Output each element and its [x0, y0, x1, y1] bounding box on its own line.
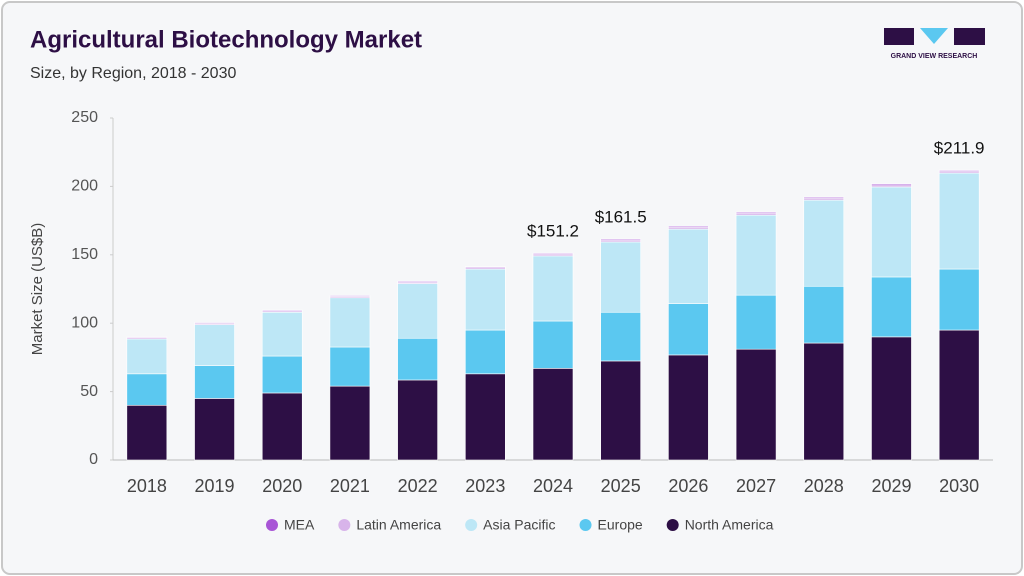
bar-segment: [397, 337, 438, 381]
x-tick-label: 2023: [465, 476, 505, 496]
bar-segment: [261, 311, 303, 357]
bar-segment: [126, 404, 168, 461]
bar-segment: [735, 212, 777, 216]
logo-text: GRAND VIEW RESEARCH: [891, 53, 978, 60]
legend-swatch: [465, 519, 478, 531]
bar-segment: [329, 346, 371, 387]
bar-segment: [803, 285, 845, 344]
bar-segment: [465, 266, 506, 268]
bar-segment: [126, 338, 168, 375]
bar-segment: [600, 238, 641, 241]
bar-segment: [668, 228, 709, 304]
bar-segment: [938, 268, 980, 331]
bar-segment: [465, 268, 506, 331]
logo-triangle: [920, 28, 948, 44]
bar-segment: [194, 365, 235, 399]
x-tick-label: 2022: [398, 476, 438, 496]
bar-segment: [329, 297, 371, 348]
logo-block: [954, 28, 985, 45]
y-tick-label: 50: [80, 383, 98, 400]
x-tick-label: 2027: [736, 476, 776, 496]
bar-segment: [194, 398, 235, 461]
y-tick-label: 250: [71, 109, 98, 126]
x-tick-label: 2020: [262, 476, 302, 496]
bar-segment: [397, 283, 438, 339]
y-tick-label: 150: [71, 246, 98, 263]
bar-segment: [803, 342, 845, 461]
bar-segment: [329, 295, 371, 297]
bar-segment: [261, 392, 303, 461]
y-axis-label: Market Size (US$B): [29, 223, 46, 356]
x-tick-label: 2018: [127, 476, 167, 496]
bar-segment: [126, 373, 168, 406]
chart-subtitle: Size, by Region, 2018 - 2030: [30, 65, 236, 82]
bar-segment: [532, 255, 574, 322]
x-tick-label: 2019: [195, 476, 235, 496]
logo: GRAND VIEW RESEARCH: [884, 28, 985, 60]
bar-segment: [938, 329, 980, 461]
legend-label: Latin America: [356, 517, 441, 533]
bar-segment: [871, 183, 912, 186]
bar-segment: [397, 280, 438, 283]
y-tick-label: 0: [89, 451, 98, 468]
bar-segment: [668, 303, 709, 356]
bar-segment: [126, 336, 168, 338]
bar-segment: [465, 373, 506, 461]
legend-label: Europe: [598, 517, 643, 533]
x-tick-label: 2024: [533, 476, 573, 496]
chart-title: Agricultural Biotechnology Market: [30, 26, 422, 53]
bar-segment: [871, 184, 912, 188]
bar-segment: [261, 355, 303, 394]
bar-segment: [194, 322, 235, 324]
legend-label: North America: [685, 517, 774, 533]
bar-segment: [871, 276, 912, 338]
bar-segment: [938, 172, 980, 270]
bar-segment: [668, 225, 709, 228]
bar-segment: [600, 311, 641, 362]
x-tick-label: 2021: [330, 476, 370, 496]
bar-segment: [803, 199, 845, 287]
bar-segment: [465, 329, 506, 375]
legend-swatch: [579, 519, 592, 531]
bar-segment: [329, 385, 371, 461]
bar-segment: [600, 360, 641, 461]
logo-block: [884, 28, 914, 45]
bar-segment: [668, 354, 709, 461]
legend-swatch: [338, 519, 351, 531]
bar-segment: [532, 368, 574, 461]
bar-segment: [938, 169, 980, 172]
legend-swatch: [666, 519, 679, 531]
bar-segment: [194, 324, 235, 366]
x-tick-label: 2029: [871, 476, 911, 496]
total-label: $151.2: [527, 222, 579, 241]
x-tick-label: 2030: [939, 476, 979, 496]
bar-segment: [803, 196, 845, 199]
bar-segment: [803, 197, 845, 201]
bar-segment: [532, 252, 574, 255]
x-tick-label: 2026: [668, 476, 708, 496]
x-tick-label: 2028: [804, 476, 844, 496]
bar-segment: [871, 186, 912, 278]
bar-segment: [871, 336, 912, 461]
legend-label: MEA: [284, 517, 315, 533]
bar-segment: [735, 211, 777, 214]
legend-swatch: [266, 519, 278, 531]
bar-segment: [397, 379, 438, 461]
bar-segment: [735, 214, 777, 296]
x-tick-label: 2025: [601, 476, 641, 496]
y-tick-label: 100: [71, 314, 98, 331]
bar-segment: [735, 294, 777, 350]
bar-segment: [735, 348, 777, 461]
legend-label: Asia Pacific: [483, 517, 555, 533]
total-label: $161.5: [595, 208, 647, 227]
bar-segment: [600, 241, 641, 313]
bar-segment: [938, 170, 980, 174]
total-label: $211.9: [934, 139, 985, 158]
bar-segment: [532, 320, 574, 369]
y-tick-label: 200: [71, 178, 98, 195]
bar-segment: [261, 309, 303, 312]
